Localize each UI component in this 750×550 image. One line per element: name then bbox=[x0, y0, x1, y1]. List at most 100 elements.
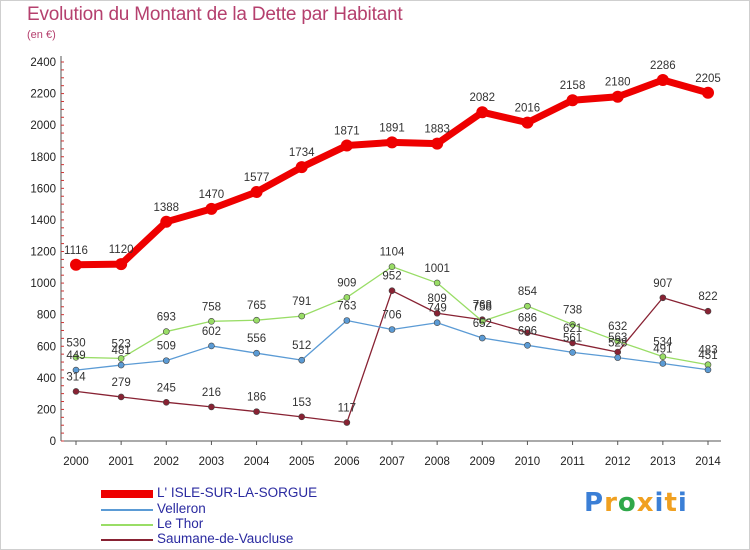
logo-letter: t bbox=[664, 488, 678, 518]
data-label: 1120 bbox=[109, 244, 134, 256]
data-label: 763 bbox=[337, 301, 356, 313]
data-point bbox=[208, 403, 215, 411]
data-label: 117 bbox=[338, 403, 356, 415]
legend-label: L' ISLE-SUR-LA-SORGUE bbox=[157, 485, 318, 500]
data-label: 2180 bbox=[605, 77, 631, 89]
data-label: 854 bbox=[518, 286, 538, 298]
data-point bbox=[208, 317, 215, 325]
x-tick-label: 2007 bbox=[379, 456, 405, 468]
data-point bbox=[117, 361, 125, 369]
data-point bbox=[208, 342, 215, 350]
data-label: 245 bbox=[157, 382, 176, 394]
data-label: 1871 bbox=[334, 126, 360, 138]
y-tick-label: 600 bbox=[37, 341, 56, 353]
data-point bbox=[70, 258, 82, 271]
data-point bbox=[340, 139, 353, 152]
data-point bbox=[298, 356, 306, 364]
y-tick-label: 2000 bbox=[30, 120, 56, 132]
data-label: 528 bbox=[608, 338, 627, 350]
data-label: 652 bbox=[473, 318, 492, 330]
data-label: 822 bbox=[698, 291, 717, 303]
data-label: 186 bbox=[247, 392, 266, 404]
data-label: 1388 bbox=[153, 202, 179, 214]
data-label: 2082 bbox=[469, 92, 495, 104]
x-tick-label: 2012 bbox=[605, 456, 631, 468]
logo-letter: P bbox=[584, 488, 605, 518]
data-point bbox=[162, 399, 170, 406]
data-label: 749 bbox=[428, 303, 447, 315]
legend-label: Velleron bbox=[157, 501, 206, 516]
data-label: 1577 bbox=[244, 172, 270, 184]
data-label: 706 bbox=[382, 310, 401, 322]
data-point bbox=[160, 215, 173, 228]
data-point bbox=[72, 388, 80, 395]
y-tick-label: 400 bbox=[37, 373, 56, 385]
data-point bbox=[433, 279, 441, 287]
logo-letter: x bbox=[636, 488, 655, 518]
data-point bbox=[253, 349, 260, 357]
data-point bbox=[478, 334, 486, 342]
data-label: 621 bbox=[563, 323, 582, 335]
legend-swatch bbox=[101, 539, 153, 541]
data-label: 523 bbox=[112, 338, 131, 350]
legend-swatch bbox=[101, 509, 153, 511]
y-tick-label: 0 bbox=[50, 436, 56, 448]
x-tick-label: 2000 bbox=[63, 456, 89, 468]
data-label: 693 bbox=[157, 312, 176, 324]
data-label: 153 bbox=[292, 397, 311, 409]
data-label: 606 bbox=[518, 325, 537, 337]
data-point bbox=[117, 355, 125, 362]
data-label: 765 bbox=[247, 300, 266, 312]
data-point bbox=[115, 258, 128, 271]
legend-swatch bbox=[101, 490, 153, 498]
data-point bbox=[524, 302, 531, 310]
y-tick-label: 1600 bbox=[30, 183, 56, 195]
x-tick-label: 2009 bbox=[469, 456, 495, 468]
data-label: 1734 bbox=[289, 147, 315, 159]
data-label: 491 bbox=[653, 343, 672, 355]
logo-letter: o bbox=[617, 488, 637, 518]
data-label: 686 bbox=[518, 313, 537, 325]
data-point bbox=[72, 366, 80, 374]
data-label: 1891 bbox=[379, 122, 405, 134]
data-label: 481 bbox=[112, 345, 131, 357]
data-point bbox=[702, 86, 714, 99]
data-label: 809 bbox=[428, 293, 447, 305]
data-point bbox=[566, 94, 579, 107]
data-label: 2286 bbox=[650, 60, 676, 72]
data-label: 2158 bbox=[560, 80, 586, 92]
data-point bbox=[388, 263, 396, 270]
data-point bbox=[659, 294, 667, 302]
data-label: 758 bbox=[473, 301, 492, 313]
data-label: 952 bbox=[382, 271, 401, 283]
data-label: 556 bbox=[247, 333, 266, 345]
data-point bbox=[253, 408, 260, 415]
data-point bbox=[205, 202, 218, 215]
data-point bbox=[117, 393, 125, 401]
data-point bbox=[476, 106, 489, 119]
data-point bbox=[298, 413, 306, 421]
x-tick-label: 2003 bbox=[199, 456, 225, 468]
y-tick-label: 200 bbox=[37, 404, 56, 416]
legend-label: Le Thor bbox=[157, 516, 204, 531]
data-label: 512 bbox=[292, 340, 311, 352]
x-tick-label: 2010 bbox=[515, 456, 541, 468]
data-point bbox=[569, 321, 576, 328]
data-label: 907 bbox=[653, 278, 672, 290]
legend-swatch bbox=[101, 524, 153, 526]
x-tick-label: 2005 bbox=[289, 456, 315, 468]
data-label: 314 bbox=[66, 371, 86, 383]
data-point bbox=[656, 74, 669, 87]
data-point bbox=[433, 319, 441, 327]
data-point bbox=[614, 348, 622, 356]
data-point bbox=[295, 161, 308, 174]
data-label: 449 bbox=[66, 350, 85, 362]
data-label: 1883 bbox=[424, 124, 450, 136]
data-point bbox=[253, 316, 260, 324]
x-tick-label: 2008 bbox=[424, 456, 450, 468]
data-label: 2205 bbox=[695, 73, 721, 85]
data-point bbox=[343, 294, 351, 301]
data-point bbox=[614, 354, 622, 361]
data-point bbox=[343, 317, 351, 324]
